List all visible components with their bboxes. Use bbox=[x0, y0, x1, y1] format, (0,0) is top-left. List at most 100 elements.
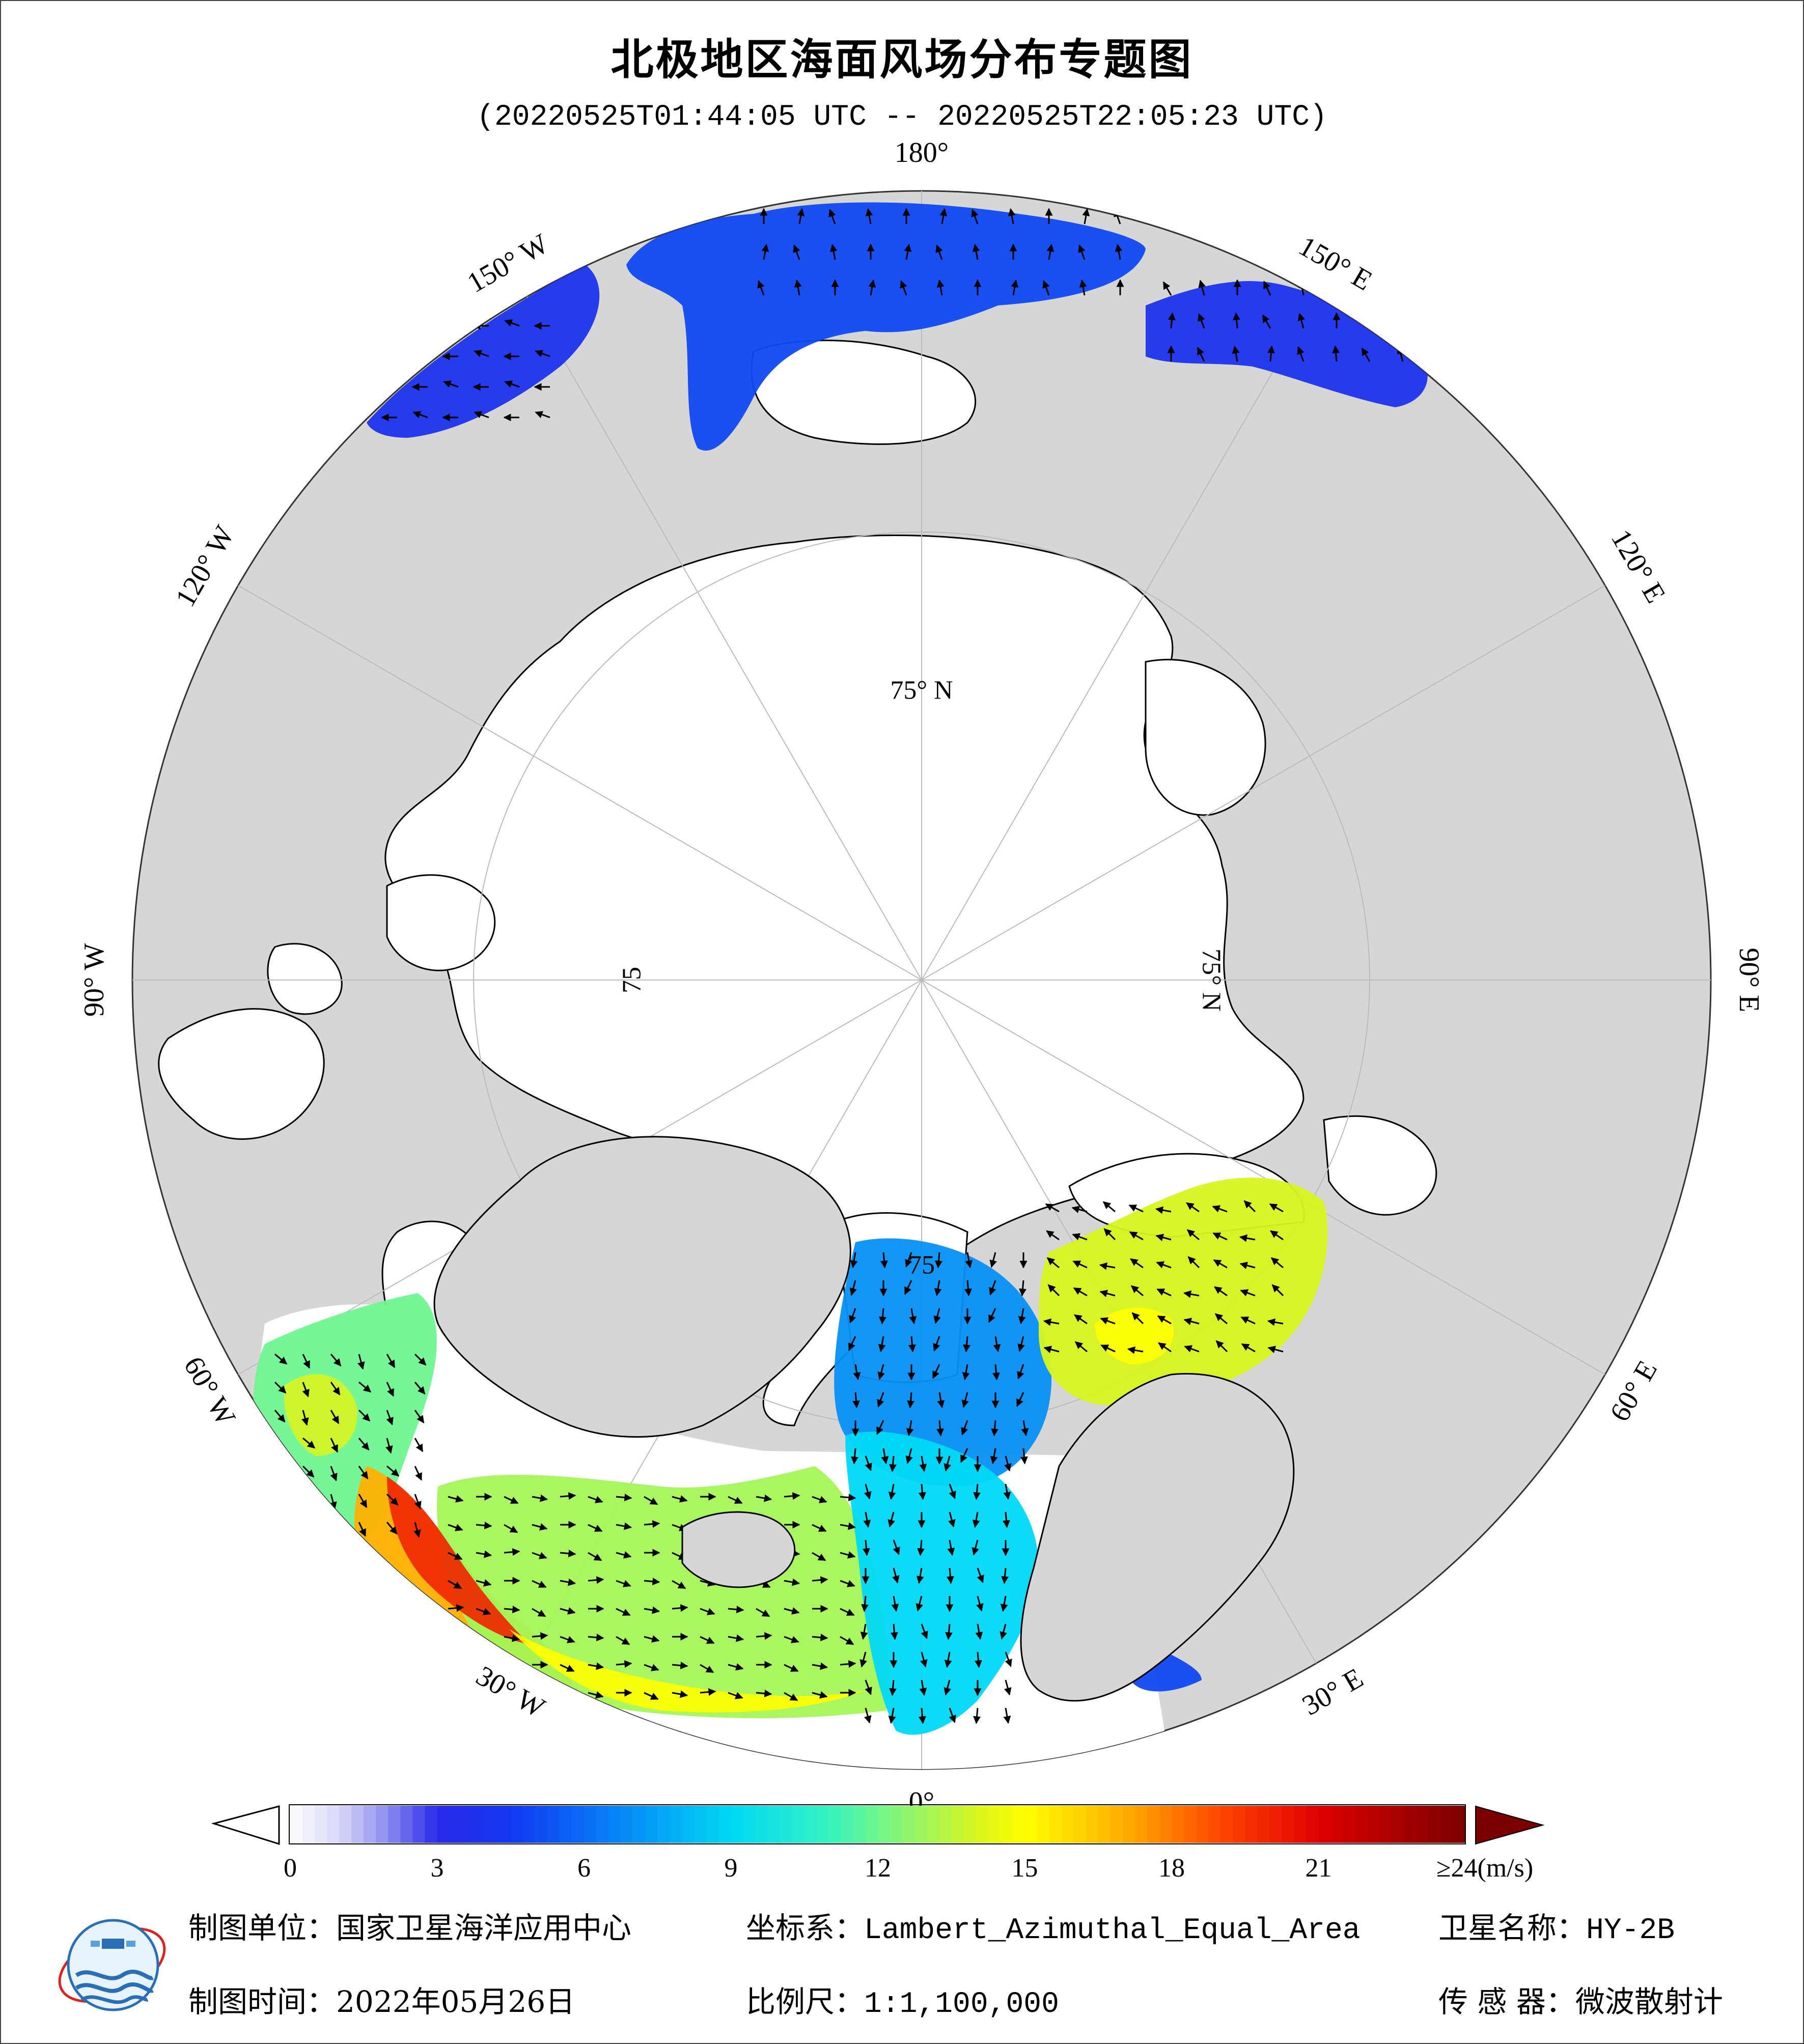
wind-arrow bbox=[919, 1455, 927, 1472]
wind-arrow bbox=[414, 1466, 423, 1481]
colorbar-segment bbox=[1416, 1806, 1429, 1843]
wind-arrow bbox=[784, 1578, 800, 1586]
wind-arrow bbox=[560, 1492, 576, 1500]
wind-arrow bbox=[1239, 1234, 1256, 1242]
wind-arrow bbox=[476, 1521, 492, 1529]
colorbar-segment bbox=[1453, 1806, 1466, 1843]
wind-arrow bbox=[728, 1496, 743, 1504]
colorbar-segment bbox=[1355, 1806, 1368, 1843]
wind-arrow bbox=[274, 1353, 288, 1365]
wind-arrow bbox=[302, 1382, 310, 1397]
wind-arrow bbox=[1021, 1420, 1029, 1437]
colorbar-segment bbox=[1257, 1806, 1270, 1843]
wind-arrow bbox=[840, 1551, 856, 1559]
meridian-line bbox=[921, 585, 1605, 981]
wind-arrow bbox=[1214, 1286, 1228, 1297]
wind-arrow bbox=[864, 1707, 872, 1724]
wind-arrow bbox=[1212, 1232, 1228, 1241]
wind-arrow bbox=[1043, 1346, 1060, 1353]
wind-arrow bbox=[851, 1448, 859, 1465]
colorbar-segment bbox=[1367, 1806, 1380, 1843]
meridian-line bbox=[921, 296, 1317, 981]
wind-arrow bbox=[797, 208, 805, 225]
colorbar-segment bbox=[804, 1806, 817, 1843]
wind-arrow bbox=[412, 411, 428, 418]
colorbar-segment bbox=[670, 1806, 683, 1843]
wind-arrow bbox=[560, 1549, 576, 1557]
wind-arrow bbox=[560, 1578, 576, 1586]
wind-arrow bbox=[976, 1595, 984, 1612]
colorbar-gradient bbox=[290, 1806, 1466, 1843]
colorbar-segment bbox=[486, 1806, 499, 1843]
wind-arrow bbox=[974, 1651, 982, 1668]
colorbar-segment bbox=[388, 1806, 401, 1843]
wind-arrow bbox=[1008, 208, 1016, 225]
wind-arrow bbox=[358, 1522, 367, 1537]
colorbar-segment bbox=[1159, 1806, 1172, 1843]
wind-arrow bbox=[588, 1691, 604, 1699]
wind-arrow bbox=[588, 1633, 604, 1641]
wind-arrow bbox=[616, 1636, 630, 1645]
wind-arrow bbox=[963, 1336, 971, 1353]
wind-arrow bbox=[330, 1354, 342, 1367]
colorbar-segment bbox=[498, 1806, 511, 1843]
wind-arrow bbox=[794, 279, 802, 296]
wind-arrow bbox=[863, 1511, 871, 1528]
footer-date: 制图时间：2022年05月26日 bbox=[188, 1978, 575, 2021]
wind-arrow bbox=[1046, 1257, 1060, 1269]
footer-satellite-label: 卫星名称： bbox=[1438, 1911, 1587, 1945]
wind-arrow bbox=[946, 1567, 954, 1584]
wind-arrow bbox=[934, 1280, 942, 1297]
meridian-line bbox=[238, 585, 922, 981]
wind-arrow bbox=[943, 1455, 951, 1472]
wind-arrow bbox=[784, 1636, 799, 1643]
wind-arrow bbox=[793, 244, 800, 260]
map-subtitle-time-range: (20220525T01:44:05 UTC -- 20220525T22:05… bbox=[477, 101, 1327, 134]
graticule-label-lon: 60° E bbox=[1604, 1355, 1663, 1427]
colorbar-segment bbox=[351, 1806, 365, 1843]
colorbar-segment bbox=[780, 1806, 793, 1843]
wind-arrow bbox=[812, 1524, 827, 1532]
wind-arrow bbox=[993, 1336, 1001, 1353]
wind-arrow bbox=[840, 1522, 856, 1530]
wind-arrow bbox=[1130, 1285, 1144, 1297]
wind-arrow bbox=[616, 1660, 632, 1668]
wind-arrow bbox=[862, 1539, 870, 1556]
colorbar-segment bbox=[706, 1806, 719, 1843]
wind-arrow bbox=[448, 1524, 463, 1531]
colorbar-segment bbox=[584, 1806, 597, 1843]
wind-arrow bbox=[386, 1493, 399, 1506]
wind-arrow bbox=[868, 279, 876, 296]
wind-arrow bbox=[829, 243, 838, 260]
wind-arrow bbox=[588, 1576, 604, 1584]
colorbar-segment bbox=[376, 1806, 389, 1843]
colorbar-segment bbox=[437, 1806, 450, 1843]
wind-arrow bbox=[535, 350, 550, 357]
wind-arrow bbox=[504, 1605, 520, 1613]
wind-arrow bbox=[932, 1364, 940, 1379]
wind-arrow bbox=[971, 209, 979, 225]
graticule-label-lon: 30° E bbox=[1297, 1662, 1369, 1722]
wind-arrow bbox=[1197, 347, 1205, 362]
wind-arrow bbox=[644, 1520, 660, 1528]
wind-arrow bbox=[504, 1524, 518, 1533]
colorbar-segment bbox=[571, 1806, 585, 1843]
colorbar-segment bbox=[339, 1806, 352, 1843]
wind-arrow bbox=[919, 1679, 927, 1696]
wind-arrow bbox=[1127, 1346, 1144, 1354]
wind-arrow bbox=[887, 1511, 895, 1528]
wind-arrow bbox=[1099, 1290, 1116, 1297]
wind-arrow bbox=[916, 1567, 924, 1584]
wind-arrow bbox=[761, 243, 769, 260]
footer-satellite: 卫星名称：HY-2B bbox=[1438, 1904, 1675, 1947]
wind-arrow bbox=[1042, 280, 1050, 296]
wind-arrow bbox=[448, 1580, 462, 1589]
colorbar-segment bbox=[890, 1806, 903, 1843]
wind-arrow bbox=[889, 1455, 897, 1472]
wind-arrow bbox=[992, 1364, 1000, 1381]
wind-arrow bbox=[1267, 1346, 1284, 1353]
wind-arrow bbox=[907, 1392, 915, 1409]
wind-arrow bbox=[1073, 1287, 1088, 1297]
wind-arrow bbox=[728, 1663, 744, 1671]
